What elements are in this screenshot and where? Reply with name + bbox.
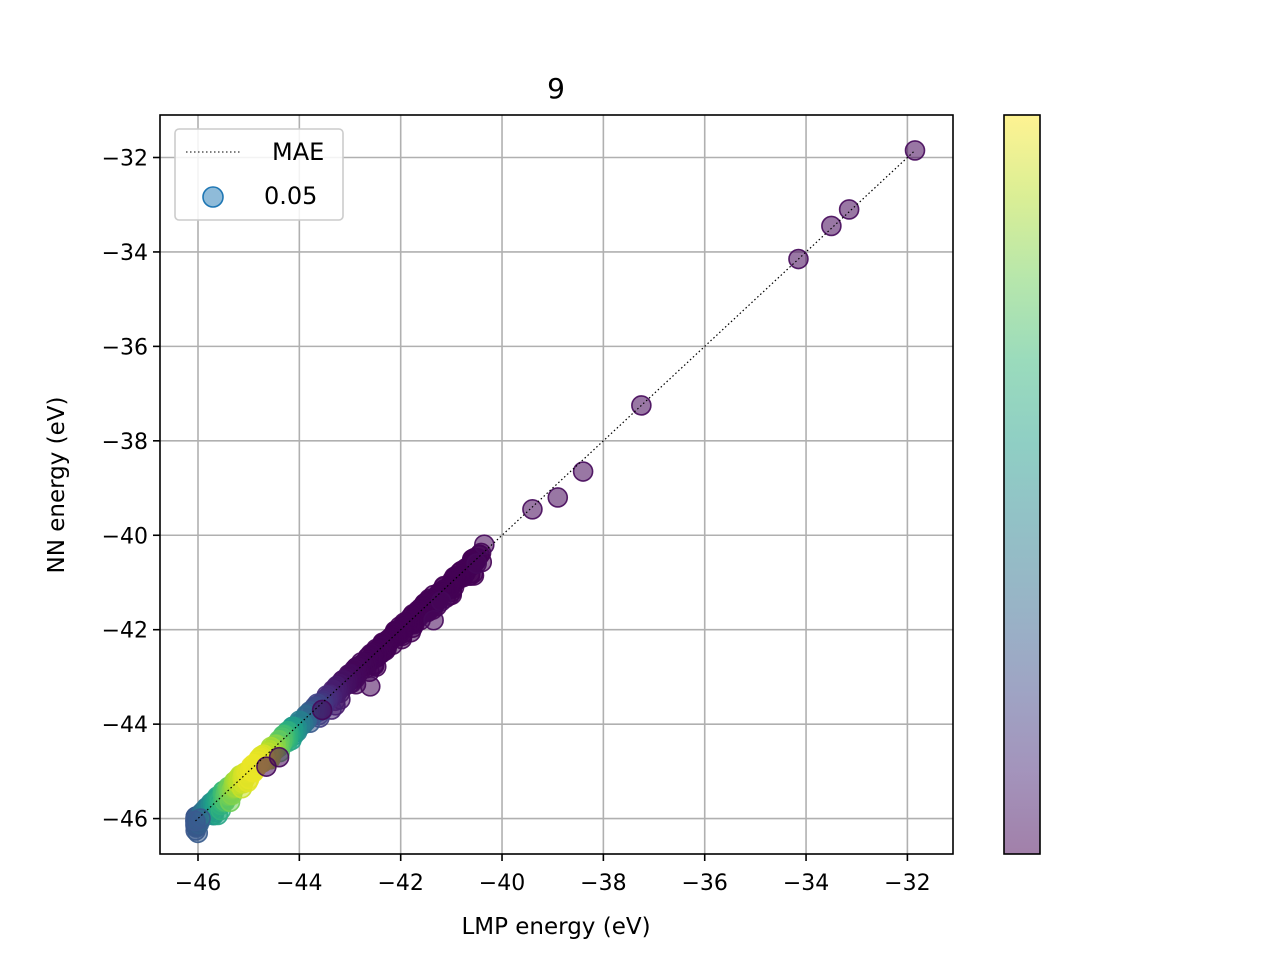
y-tick-label: −44 [102, 713, 148, 738]
x-tick-label: −32 [884, 871, 930, 896]
data-points [185, 140, 926, 844]
plot-frame [159, 114, 954, 855]
legend-label-value: 0.05 [264, 182, 317, 210]
x-tick-label: −38 [580, 871, 626, 896]
y-tick-label: −36 [102, 335, 148, 360]
x-tick-label: −44 [276, 871, 322, 896]
y-tick-label: −38 [102, 430, 148, 455]
y-tick-label: −40 [102, 524, 148, 549]
data-point [522, 498, 543, 520]
grid-lines [160, 115, 953, 854]
data-point [359, 676, 381, 697]
y-tick-label: −32 [102, 146, 148, 171]
y-tick-label: −46 [102, 808, 148, 833]
x-tick-label: −36 [681, 871, 727, 896]
legend-marker-icon [202, 186, 224, 208]
colorbar [1003, 114, 1041, 855]
legend-label-mae: MAE [272, 138, 324, 166]
x-axis: −46 −44 −42 −40 −38 −36 −34 −32 [175, 854, 931, 896]
data-point [547, 487, 569, 508]
data-point [838, 199, 860, 220]
y-axis: −46 −44 −42 −40 −38 −36 −34 −32 [102, 146, 160, 833]
x-axis-label: LMP energy (eV) [461, 914, 650, 940]
data-point [572, 461, 594, 482]
y-tick-label: −34 [102, 241, 148, 266]
x-tick-label: −46 [175, 871, 221, 896]
data-point [423, 609, 444, 631]
legend: MAE 0.05 [174, 128, 344, 221]
data-point [473, 534, 495, 556]
data-point [190, 808, 211, 829]
x-tick-label: −40 [479, 871, 525, 896]
colorbar-gradient [1003, 114, 1041, 855]
x-tick-label: −34 [783, 871, 829, 896]
x-tick-label: −42 [377, 871, 423, 896]
chart-title: 9 [547, 72, 565, 105]
data-point [821, 215, 842, 237]
data-point [311, 699, 333, 721]
data-point [430, 591, 452, 612]
data-point [466, 553, 487, 574]
y-tick-label: −42 [102, 619, 148, 644]
plot-area [185, 140, 926, 844]
y-axis-label: NN energy (eV) [44, 396, 70, 573]
data-point [256, 756, 277, 777]
